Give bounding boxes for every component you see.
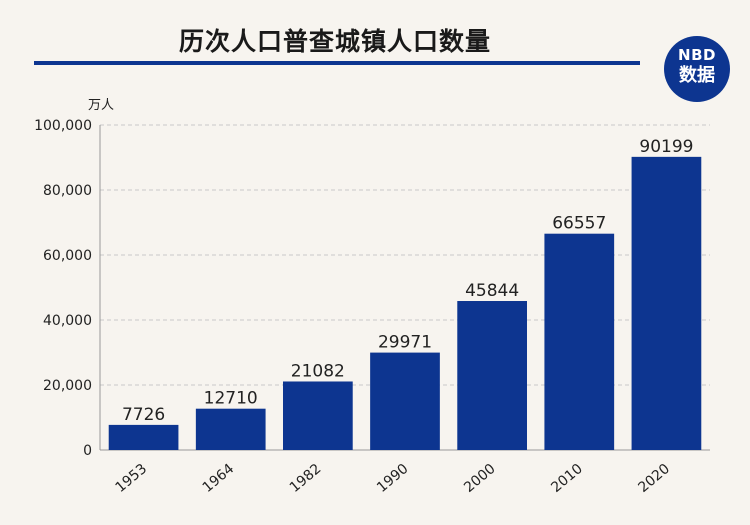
y-tick-label: 0 (83, 443, 92, 459)
y-tick-label: 100,000 (34, 118, 92, 134)
data-label: 21082 (291, 361, 345, 381)
x-tick-label: 2020 (635, 461, 673, 496)
y-axis-unit: 万人 (88, 98, 115, 113)
title-underline (34, 61, 640, 65)
logo-line2: 数据 (679, 65, 715, 86)
bar (108, 424, 179, 450)
bar (283, 381, 353, 450)
y-tick-label: 60,000 (43, 248, 92, 264)
data-label: 7726 (122, 405, 165, 425)
bar (195, 408, 266, 450)
x-tick-label: 1964 (200, 461, 238, 496)
nbd-logo: NBD 数据 (664, 36, 730, 102)
data-label: 12710 (204, 389, 258, 409)
y-tick-label: 40,000 (43, 313, 92, 329)
x-tick-label: 1990 (374, 461, 412, 496)
bar (544, 233, 615, 450)
bar (457, 301, 527, 450)
bar (631, 156, 702, 450)
x-tick-label: 1953 (113, 461, 151, 496)
data-label: 45844 (465, 281, 519, 301)
data-label: 29971 (378, 333, 432, 353)
data-label: 90199 (639, 137, 693, 157)
y-tick-label: 80,000 (43, 183, 92, 199)
data-label: 66557 (552, 214, 606, 234)
x-tick-label: 2010 (548, 461, 586, 496)
logo-line1: NBD (678, 46, 716, 64)
x-tick-label: 2000 (461, 461, 499, 496)
y-tick-label: 20,000 (43, 378, 92, 394)
page-title: 历次人口普查城镇人口数量 (178, 27, 491, 56)
x-tick-label: 1982 (287, 461, 325, 496)
bar (370, 352, 440, 450)
